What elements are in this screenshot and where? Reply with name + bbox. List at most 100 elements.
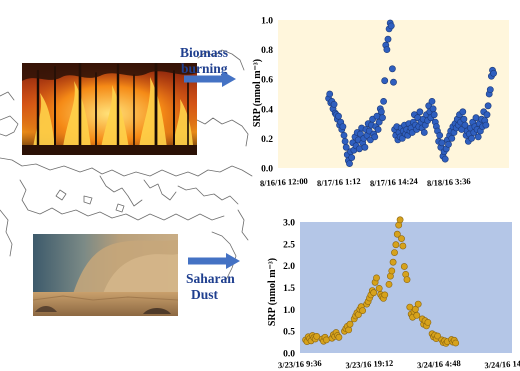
y-tick-label: 0.2 bbox=[261, 135, 273, 145]
y-axis-label: SRP (nmol m⁻³) bbox=[267, 258, 278, 326]
x-tick-label: 3/24/16 14:24 bbox=[484, 358, 520, 371]
data-point bbox=[330, 101, 338, 108]
data-point bbox=[392, 241, 400, 249]
y-tick-label: 1.0 bbox=[261, 17, 273, 27]
x-tick-label: 8/16/16 12:00 bbox=[260, 176, 308, 188]
forest-fire-photo bbox=[22, 63, 197, 155]
data-point bbox=[448, 134, 456, 142]
data-point bbox=[342, 143, 350, 151]
data-point bbox=[484, 102, 492, 110]
data-point bbox=[388, 65, 396, 73]
y-tick-label: 0.0 bbox=[261, 165, 273, 175]
data-point bbox=[483, 111, 491, 119]
x-tick-label: 3/23/16 19:12 bbox=[345, 358, 393, 370]
y-tick-label: 0.5 bbox=[283, 328, 295, 338]
x-tick-label: 3/23/16 9:36 bbox=[278, 358, 322, 370]
data-point bbox=[346, 160, 353, 167]
data-point bbox=[396, 216, 404, 224]
coastline bbox=[19, 179, 113, 219]
coastline bbox=[177, 185, 239, 205]
coastline bbox=[111, 213, 225, 221]
data-point bbox=[370, 289, 378, 297]
data-point bbox=[322, 336, 330, 344]
data-point bbox=[486, 86, 494, 93]
right-arrow-icon bbox=[184, 71, 236, 87]
data-point bbox=[414, 300, 422, 308]
coastline bbox=[83, 195, 93, 205]
y-tick-label: 0.4 bbox=[261, 105, 273, 115]
biomass-burning-label-line2: burning bbox=[181, 61, 228, 76]
data-point bbox=[380, 98, 387, 105]
data-point bbox=[468, 134, 475, 142]
coastline bbox=[237, 209, 249, 241]
data-point bbox=[335, 112, 342, 120]
data-point bbox=[398, 235, 405, 242]
data-point bbox=[373, 274, 380, 282]
x-tick-label: 8/18/16 3:36 bbox=[427, 176, 471, 188]
saharan-dust-label-line2: Dust bbox=[191, 287, 219, 302]
data-point bbox=[445, 140, 452, 148]
data-point bbox=[436, 131, 444, 139]
y-tick-label: 1.5 bbox=[283, 284, 295, 294]
data-point bbox=[361, 143, 369, 151]
data-point bbox=[452, 339, 460, 347]
data-point bbox=[346, 320, 354, 328]
data-point bbox=[393, 230, 401, 238]
data-point bbox=[326, 90, 334, 98]
data-point bbox=[374, 126, 382, 133]
y-tick-label: 1.0 bbox=[283, 306, 295, 316]
data-point bbox=[390, 78, 397, 86]
data-point bbox=[387, 22, 395, 30]
data-point bbox=[379, 114, 386, 122]
data-point bbox=[461, 121, 469, 129]
data-point bbox=[388, 267, 396, 275]
y-tick-label: 2.5 bbox=[283, 240, 295, 250]
coastline bbox=[91, 167, 199, 177]
data-point bbox=[459, 108, 467, 116]
data-point bbox=[335, 333, 343, 341]
data-point bbox=[413, 311, 421, 319]
coastline bbox=[143, 179, 177, 201]
data-point bbox=[474, 133, 482, 141]
y-tick-label: 0.0 bbox=[283, 350, 295, 360]
data-point bbox=[371, 133, 379, 141]
coastline bbox=[0, 115, 19, 137]
data-point bbox=[383, 46, 391, 53]
data-point bbox=[375, 284, 383, 292]
data-point bbox=[313, 332, 321, 340]
data-point bbox=[438, 139, 446, 147]
data-point bbox=[424, 318, 432, 326]
data-point bbox=[399, 242, 407, 250]
y-tick-label: 2.0 bbox=[283, 262, 295, 272]
y-tick-label: 3.0 bbox=[283, 219, 295, 229]
data-point bbox=[359, 307, 366, 314]
biomass-burning-label-line1: Biomass bbox=[180, 45, 229, 60]
data-point bbox=[381, 291, 389, 299]
coastline bbox=[99, 175, 143, 207]
coastline bbox=[0, 209, 13, 257]
data-point bbox=[428, 98, 436, 105]
coastline bbox=[197, 49, 245, 71]
data-point bbox=[384, 35, 392, 43]
y-axis-label: SRP (nmol m⁻³) bbox=[252, 59, 263, 127]
data-point bbox=[345, 326, 353, 334]
data-point bbox=[403, 276, 411, 283]
data-point bbox=[339, 123, 347, 130]
y-tick-label: 0.8 bbox=[261, 46, 273, 56]
data-point bbox=[490, 69, 497, 77]
data-point bbox=[385, 280, 393, 288]
coastline bbox=[196, 117, 249, 147]
saharan-dust-label-line1: Saharan bbox=[186, 271, 235, 286]
data-point bbox=[482, 121, 490, 129]
data-point bbox=[441, 155, 449, 163]
data-point bbox=[420, 129, 428, 136]
data-point bbox=[430, 111, 438, 119]
data-point bbox=[348, 154, 356, 161]
coastline bbox=[211, 231, 237, 281]
coastline bbox=[55, 189, 67, 201]
coastline bbox=[0, 91, 15, 101]
x-tick-label: 8/17/16 14:24 bbox=[370, 176, 419, 189]
